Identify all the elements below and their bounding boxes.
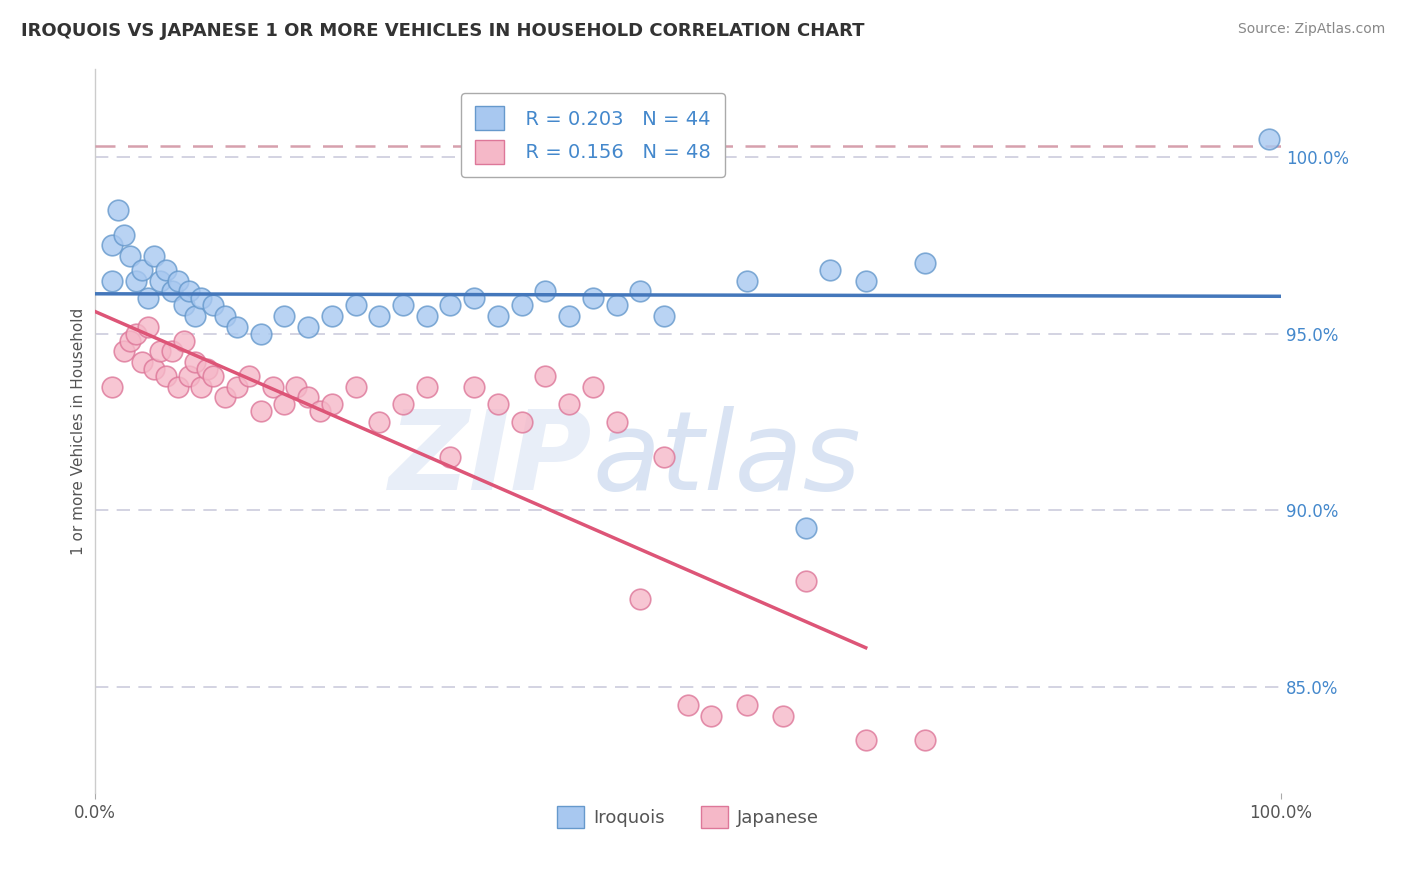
Point	[735, 274, 758, 288]
Point	[368, 309, 391, 323]
Point	[112, 227, 135, 242]
Point	[772, 708, 794, 723]
Point	[262, 380, 284, 394]
Point	[131, 355, 153, 369]
Point	[226, 319, 249, 334]
Point	[155, 369, 177, 384]
Point	[195, 362, 218, 376]
Point	[142, 249, 165, 263]
Point	[818, 263, 841, 277]
Point	[368, 415, 391, 429]
Point	[166, 274, 188, 288]
Point	[321, 309, 343, 323]
Point	[190, 380, 212, 394]
Point	[214, 390, 236, 404]
Point	[125, 274, 148, 288]
Point	[392, 298, 415, 312]
Point	[184, 309, 207, 323]
Point	[214, 309, 236, 323]
Point	[534, 369, 557, 384]
Point	[439, 298, 461, 312]
Point	[125, 326, 148, 341]
Point	[344, 298, 367, 312]
Point	[309, 404, 332, 418]
Point	[796, 521, 818, 535]
Point	[155, 263, 177, 277]
Point	[107, 202, 129, 217]
Point	[142, 362, 165, 376]
Point	[855, 733, 877, 747]
Point	[179, 285, 201, 299]
Point	[439, 450, 461, 465]
Point	[101, 238, 124, 252]
Point	[416, 309, 439, 323]
Point	[226, 380, 249, 394]
Point	[149, 344, 172, 359]
Point	[202, 369, 225, 384]
Point	[558, 309, 581, 323]
Point	[534, 285, 557, 299]
Point	[249, 404, 271, 418]
Point	[249, 326, 271, 341]
Point	[160, 344, 183, 359]
Point	[149, 274, 172, 288]
Point	[136, 291, 159, 305]
Point	[914, 733, 936, 747]
Point	[112, 344, 135, 359]
Point	[285, 380, 308, 394]
Point	[344, 380, 367, 394]
Point	[1258, 132, 1281, 146]
Point	[486, 309, 509, 323]
Point	[273, 397, 295, 411]
Text: atlas: atlas	[593, 407, 862, 514]
Point	[796, 574, 818, 589]
Point	[392, 397, 415, 411]
Point	[179, 369, 201, 384]
Point	[297, 390, 319, 404]
Point	[510, 298, 533, 312]
Point	[173, 334, 195, 348]
Point	[735, 698, 758, 712]
Point	[160, 285, 183, 299]
Point	[558, 397, 581, 411]
Point	[166, 380, 188, 394]
Point	[273, 309, 295, 323]
Point	[582, 291, 605, 305]
Point	[652, 309, 675, 323]
Point	[101, 274, 124, 288]
Point	[606, 298, 628, 312]
Point	[463, 380, 485, 394]
Point	[297, 319, 319, 334]
Legend: Iroquois, Japanese: Iroquois, Japanese	[550, 798, 825, 835]
Point	[202, 298, 225, 312]
Point	[463, 291, 485, 305]
Point	[510, 415, 533, 429]
Point	[131, 263, 153, 277]
Point	[914, 256, 936, 270]
Point	[628, 591, 651, 606]
Point	[416, 380, 439, 394]
Point	[486, 397, 509, 411]
Text: ZIP: ZIP	[389, 407, 593, 514]
Point	[120, 334, 142, 348]
Point	[582, 380, 605, 394]
Point	[136, 319, 159, 334]
Point	[628, 285, 651, 299]
Point	[190, 291, 212, 305]
Point	[652, 450, 675, 465]
Text: IROQUOIS VS JAPANESE 1 OR MORE VEHICLES IN HOUSEHOLD CORRELATION CHART: IROQUOIS VS JAPANESE 1 OR MORE VEHICLES …	[21, 22, 865, 40]
Point	[700, 708, 723, 723]
Point	[238, 369, 260, 384]
Point	[173, 298, 195, 312]
Point	[855, 274, 877, 288]
Text: Source: ZipAtlas.com: Source: ZipAtlas.com	[1237, 22, 1385, 37]
Point	[120, 249, 142, 263]
Point	[676, 698, 699, 712]
Point	[321, 397, 343, 411]
Point	[184, 355, 207, 369]
Point	[101, 380, 124, 394]
Point	[606, 415, 628, 429]
Y-axis label: 1 or more Vehicles in Household: 1 or more Vehicles in Household	[72, 308, 86, 555]
